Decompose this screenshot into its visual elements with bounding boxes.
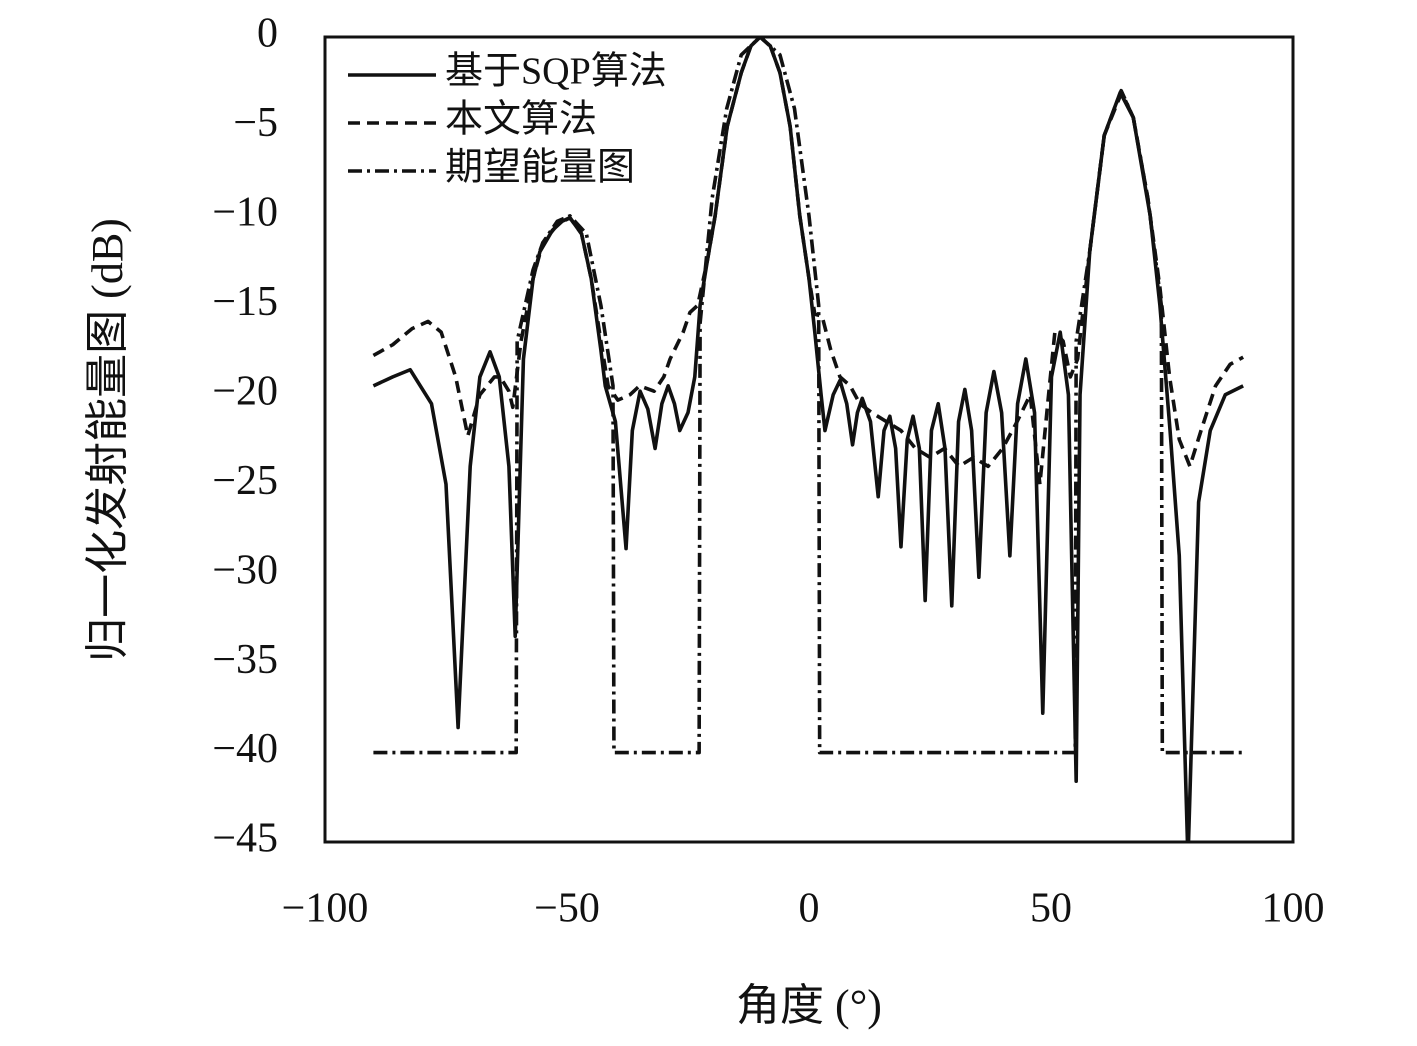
y-tick-label: −45 — [212, 816, 278, 862]
y-tick-label: 0 — [257, 11, 278, 57]
y-tick-label: −5 — [233, 100, 278, 146]
y-tick-label: −30 — [212, 547, 278, 593]
legend-label: 基于SQP算法 — [445, 51, 667, 93]
y-tick-label: −20 — [212, 368, 278, 414]
x-tick-label: −50 — [534, 886, 600, 932]
y-tick-label: −25 — [212, 458, 278, 504]
x-tick-label: 50 — [1030, 886, 1072, 932]
legend-label: 期望能量图 — [445, 147, 635, 189]
y-tick-label: −15 — [212, 279, 278, 325]
y-tick-label: −10 — [212, 190, 278, 236]
x-tick-label: −100 — [282, 886, 369, 932]
x-tick-label: 100 — [1262, 886, 1325, 932]
x-tick-label: 0 — [799, 886, 820, 932]
legend-label: 本文算法 — [445, 99, 597, 141]
series-line — [372, 37, 1244, 842]
y-tick-label: −35 — [212, 637, 278, 683]
plot-area — [372, 37, 1245, 842]
series-line — [372, 37, 1245, 487]
y-tick-label: −40 — [212, 726, 278, 772]
series-line — [373, 37, 1245, 755]
x-axis-title: 角度 (°) — [736, 981, 882, 1030]
y-axis-title: 归一化发射能量图 (dB) — [83, 218, 132, 662]
